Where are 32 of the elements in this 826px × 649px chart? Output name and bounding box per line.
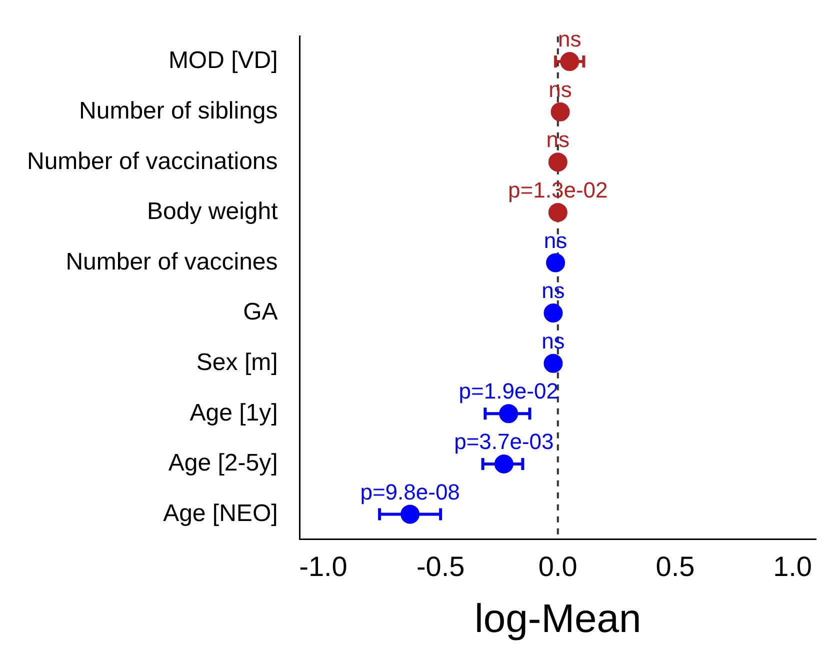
y-tick-label: Age [NEO] xyxy=(163,500,278,527)
annotation: ns xyxy=(546,127,570,152)
y-tick-label: MOD [VD] xyxy=(168,47,278,74)
y-tick-label: Number of siblings xyxy=(79,97,278,124)
x-axis-title: log-Mean xyxy=(474,597,642,642)
annotation: ns xyxy=(544,228,568,253)
y-tick-label: Age [1y] xyxy=(190,399,278,426)
point xyxy=(546,253,566,272)
point xyxy=(544,304,563,323)
x-tick-label: -0.5 xyxy=(416,550,465,582)
y-tick-label: Number of vaccines xyxy=(66,248,278,276)
point xyxy=(548,202,568,222)
x-tick-label: 1.0 xyxy=(773,550,812,582)
annotation: p=1.3e-02 xyxy=(508,178,608,203)
x-tick-label: 0.5 xyxy=(656,550,695,582)
point xyxy=(548,152,568,172)
annotation: ns xyxy=(548,76,572,102)
annotation: p=3.7e-03 xyxy=(454,429,554,454)
y-tick-label: Body weight xyxy=(147,198,278,226)
y-tick-label: Number of vaccinations xyxy=(27,148,278,175)
y-tick-label: Age [2-5y] xyxy=(168,450,278,477)
x-tick-label: 0.0 xyxy=(538,550,578,582)
annotation: ns xyxy=(542,328,565,354)
y-tick-label: Sex [m] xyxy=(196,348,278,376)
annotation: ns xyxy=(542,278,565,304)
y-tick-label: GA xyxy=(243,298,278,326)
annotation: ns xyxy=(558,26,582,52)
annotation: p=1.9e-02 xyxy=(458,378,558,404)
point xyxy=(544,354,563,373)
annotation: p=9.8e-08 xyxy=(360,479,460,504)
x-tick-label: -1.0 xyxy=(299,550,348,582)
point xyxy=(550,102,570,122)
